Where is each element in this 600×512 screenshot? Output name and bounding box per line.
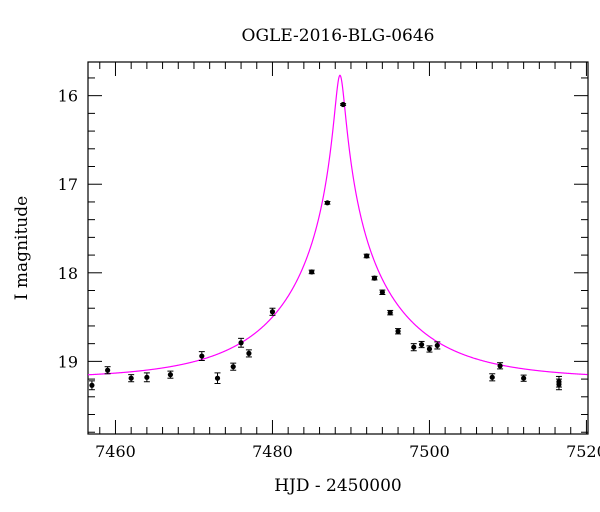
point-marker — [497, 363, 503, 369]
point-marker — [238, 340, 244, 346]
x-tick-label: 7500 — [409, 442, 450, 461]
point-marker — [371, 275, 378, 281]
plot-frame — [87, 61, 589, 435]
point-marker — [269, 309, 276, 315]
point-marker — [89, 382, 95, 388]
data-points — [88, 101, 562, 391]
data-point — [230, 362, 237, 371]
data-point — [324, 200, 331, 206]
y-tick-label: 16 — [58, 87, 78, 106]
data-point — [269, 307, 276, 316]
data-point — [198, 351, 205, 361]
data-point — [308, 269, 315, 275]
point-marker — [489, 374, 495, 380]
y-tick-label: 17 — [58, 175, 78, 194]
point-marker — [395, 328, 401, 334]
data-point — [143, 372, 150, 383]
model-curve-path — [88, 74, 588, 376]
point-marker — [309, 269, 315, 275]
point-marker — [434, 342, 440, 349]
data-point — [379, 289, 386, 295]
data-point — [371, 275, 378, 281]
y-axis-label: I magnitude — [12, 196, 32, 300]
data-point — [238, 337, 245, 348]
data-point — [555, 378, 562, 391]
x-tick-labels: 7460 7480 7500 7520 — [95, 442, 600, 461]
point-marker — [364, 253, 370, 259]
point-marker — [426, 346, 433, 352]
data-point — [410, 343, 417, 352]
y-tick-label: 19 — [58, 352, 78, 371]
point-marker — [387, 310, 393, 316]
data-point — [387, 309, 394, 316]
axis-ticks — [88, 62, 588, 434]
point-marker — [214, 375, 221, 381]
point-marker — [167, 372, 174, 378]
data-point — [245, 349, 252, 358]
data-point — [167, 370, 174, 379]
point-marker — [324, 200, 331, 206]
data-point — [497, 362, 504, 370]
point-marker — [556, 381, 562, 387]
data-point — [520, 374, 527, 382]
data-point — [395, 328, 402, 335]
point-marker — [340, 101, 346, 108]
data-point — [214, 372, 221, 385]
point-marker — [230, 364, 236, 370]
point-marker — [246, 350, 252, 356]
x-tick-label: 7520 — [566, 442, 600, 461]
data-point — [340, 101, 347, 108]
model-curve — [88, 74, 588, 376]
data-point — [88, 380, 95, 391]
point-marker — [418, 341, 425, 348]
data-point — [426, 345, 433, 353]
y-tick-label: 18 — [58, 264, 78, 283]
point-marker — [105, 367, 111, 373]
data-point — [128, 374, 135, 383]
point-marker — [128, 375, 134, 381]
point-marker — [199, 353, 205, 359]
x-tick-label: 7460 — [95, 442, 136, 461]
data-point — [104, 366, 111, 375]
x-axis-label: HJD - 2450000 — [274, 476, 402, 496]
point-marker — [521, 375, 527, 381]
point-marker — [411, 344, 417, 350]
data-point — [363, 253, 370, 259]
y-tick-labels: 16 17 18 19 — [58, 87, 78, 372]
point-marker — [379, 289, 385, 295]
data-point — [489, 373, 496, 382]
data-point — [434, 341, 441, 350]
data-point — [418, 340, 425, 349]
point-marker — [144, 374, 150, 380]
chart-title: OGLE-2016-BLG-0646 — [242, 26, 435, 46]
x-tick-label: 7480 — [252, 442, 293, 461]
